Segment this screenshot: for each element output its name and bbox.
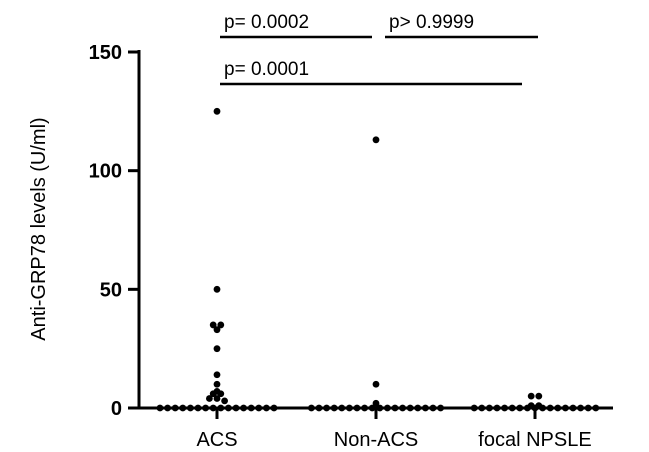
data-point-0-8 [213,387,221,395]
p-value-label-0: p= 0.0002 [224,12,309,33]
data-point-2-0 [527,392,535,400]
x-tick-label-1: Non-ACS [334,429,418,451]
significance-brackets: p= 0.0002 p> 0.9999 p= 0.0001 [220,12,538,86]
axes [137,50,613,410]
data-point-0-2 [209,321,217,329]
x-tick-label-2: focal NPSLE [478,429,591,451]
data-point-0-7 [213,380,221,388]
y-tick-label-100: 100 [89,161,122,183]
data-point-2-1 [535,392,543,400]
data-point-0-3 [217,321,225,329]
p-value-label-2: p= 0.0001 [224,59,309,80]
y-axis-label: Anti-GRP78 levels (U/ml) [28,117,50,340]
y-tick-label-150: 150 [89,42,122,64]
y-tick-label-50: 50 [100,279,122,301]
data-point-0-6 [213,371,221,379]
p-value-label-1: p> 0.9999 [389,12,474,33]
data-point-1-1 [372,380,380,388]
data-point-0-4 [213,326,221,334]
data-point-1-2 [372,399,380,407]
data-points [156,107,600,412]
y-ticks: 0 50 100 150 [89,42,139,420]
data-point-0-11 [206,395,213,402]
data-point-1-0 [372,136,380,144]
data-point-0-1 [213,285,221,293]
y-tick-label-0: 0 [111,398,122,420]
x-ticks: ACS Non-ACS focal NPSLE [196,408,592,451]
x-tick-label-0: ACS [196,429,237,451]
data-point-0-12 [213,395,221,402]
data-point-0-13 [221,397,229,405]
data-point-0-0 [213,107,221,115]
data-point-0-5 [213,345,221,353]
